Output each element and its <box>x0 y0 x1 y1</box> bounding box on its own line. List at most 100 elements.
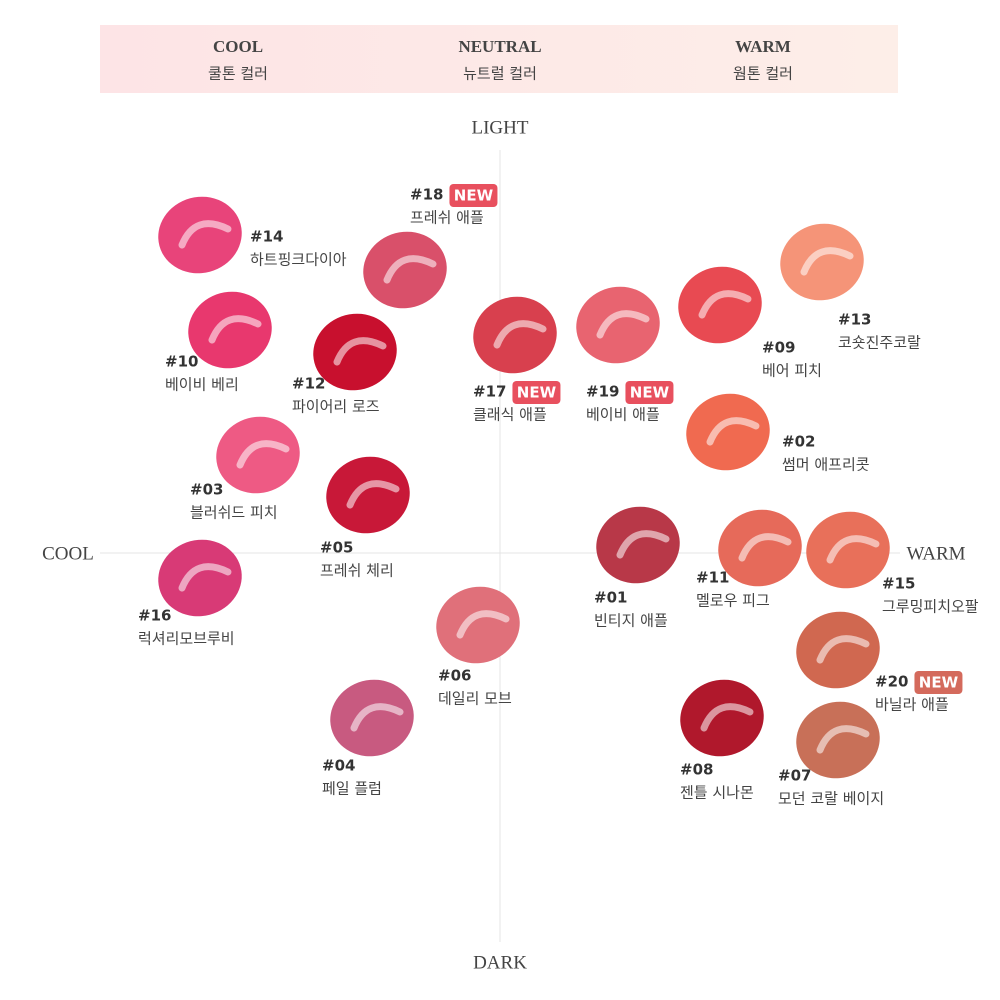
swatch <box>473 296 557 374</box>
shade-name: 코숏진주코랄 <box>838 334 921 352</box>
shade-name: 럭셔리모브루비 <box>138 630 235 648</box>
swatch-highlight <box>700 703 754 732</box>
swatch <box>188 291 272 369</box>
column-title: NEUTRAL <box>458 37 541 56</box>
shade-name: 블러쉬드 피치 <box>190 504 278 522</box>
shade-name: 페일 플럼 <box>322 780 382 798</box>
column-title: COOL <box>213 37 263 56</box>
shade-name: 빈티지 애플 <box>594 612 668 630</box>
swatch-highlight <box>350 703 404 732</box>
shade-name: 그루밍피치오팔 <box>882 598 979 616</box>
swatch-highlight <box>208 315 262 344</box>
shade-number: #12 <box>292 375 325 393</box>
swatch-highlight <box>706 417 760 446</box>
swatch-highlight <box>816 725 870 754</box>
shade-number: #08 <box>680 761 713 779</box>
swatch <box>313 313 397 391</box>
swatch <box>806 511 890 589</box>
shade-name: 하트핑크다이아 <box>250 251 347 269</box>
swatch <box>680 679 764 757</box>
swatch-highlight <box>178 220 232 249</box>
new-badge <box>625 381 674 404</box>
shade-number: #06 <box>438 667 471 685</box>
swatch <box>158 196 242 274</box>
swatch-highlight <box>178 563 232 592</box>
shade-name: 프레쉬 체리 <box>320 562 394 580</box>
swatch <box>718 509 802 587</box>
shade-number: #16 <box>138 607 171 625</box>
swatch-highlight <box>493 320 547 349</box>
swatch-highlight <box>816 635 870 664</box>
shade-number: #20 <box>875 673 908 691</box>
swatch-highlight <box>333 337 387 366</box>
swatch <box>686 393 770 471</box>
swatch <box>436 586 520 664</box>
shade-name: 프레쉬 애플 <box>410 209 484 227</box>
shade-name: 파이어리 로즈 <box>292 398 380 416</box>
shade-number: #10 <box>165 353 198 371</box>
new-badge-label: NEW <box>630 384 670 402</box>
axis-left: COOL <box>42 543 94 564</box>
swatch-highlight <box>383 255 437 284</box>
column-subtitle: 쿨톤 컬러 <box>208 65 268 83</box>
shade-number: #13 <box>838 311 871 329</box>
swatch <box>576 286 660 364</box>
axis-right: WARM <box>906 543 965 564</box>
axis-top: LIGHT <box>472 117 529 138</box>
shade-name: 클래식 애플 <box>473 406 547 424</box>
header-band <box>100 25 898 93</box>
new-badge <box>512 381 561 404</box>
swatch <box>678 266 762 344</box>
shade-name: 멜로우 피그 <box>696 592 770 610</box>
swatch <box>796 701 880 779</box>
swatch-highlight <box>236 440 290 469</box>
shade-name: 바닐라 애플 <box>875 696 949 714</box>
swatch <box>780 223 864 301</box>
shade-number: #19 <box>586 383 619 401</box>
shade-name: 베어 피치 <box>762 362 822 380</box>
shade-name: 베이비 베리 <box>165 376 239 394</box>
shade-number: #15 <box>882 575 915 593</box>
shade-number: #11 <box>696 569 729 587</box>
swatch <box>596 506 680 584</box>
swatch <box>796 611 880 689</box>
swatch-highlight <box>698 290 752 319</box>
shade-number: #01 <box>594 589 627 607</box>
swatch <box>158 539 242 617</box>
swatch-highlight <box>800 247 854 276</box>
shade-number: #03 <box>190 481 223 499</box>
new-badge <box>914 671 963 694</box>
shade-number: #05 <box>320 539 353 557</box>
shade-name: 데일리 모브 <box>438 690 512 708</box>
swatch <box>330 679 414 757</box>
shade-name: 베이비 애플 <box>586 406 660 424</box>
swatch-highlight <box>346 480 400 509</box>
new-badge <box>449 184 498 207</box>
shade-number: #07 <box>778 767 811 785</box>
shade-name: 모던 코랄 베이지 <box>778 790 884 808</box>
new-badge-label: NEW <box>454 187 494 205</box>
shade-number: #04 <box>322 757 355 775</box>
swatch-highlight <box>596 310 650 339</box>
swatch-highlight <box>616 530 670 559</box>
swatch-highlight <box>826 535 880 564</box>
swatch <box>363 231 447 309</box>
new-badge-label: NEW <box>919 674 959 692</box>
axis-bottom: DARK <box>473 952 527 973</box>
new-badge-label: NEW <box>517 384 557 402</box>
column-subtitle: 뉴트럴 컬러 <box>463 65 537 83</box>
swatch <box>216 416 300 494</box>
shade-number: #09 <box>762 339 795 357</box>
column-title: WARM <box>735 37 791 56</box>
swatch <box>326 456 410 534</box>
shade-number: #14 <box>250 228 283 246</box>
swatch-highlight <box>738 533 792 562</box>
shade-number: #18 <box>410 186 443 204</box>
column-subtitle: 웜톤 컬러 <box>733 65 793 83</box>
shade-number: #17 <box>473 383 506 401</box>
shade-name: 썸머 애프리콧 <box>782 456 870 474</box>
shade-name: 젠틀 시나몬 <box>680 784 754 802</box>
shade-number: #02 <box>782 433 815 451</box>
swatch-highlight <box>456 610 510 639</box>
